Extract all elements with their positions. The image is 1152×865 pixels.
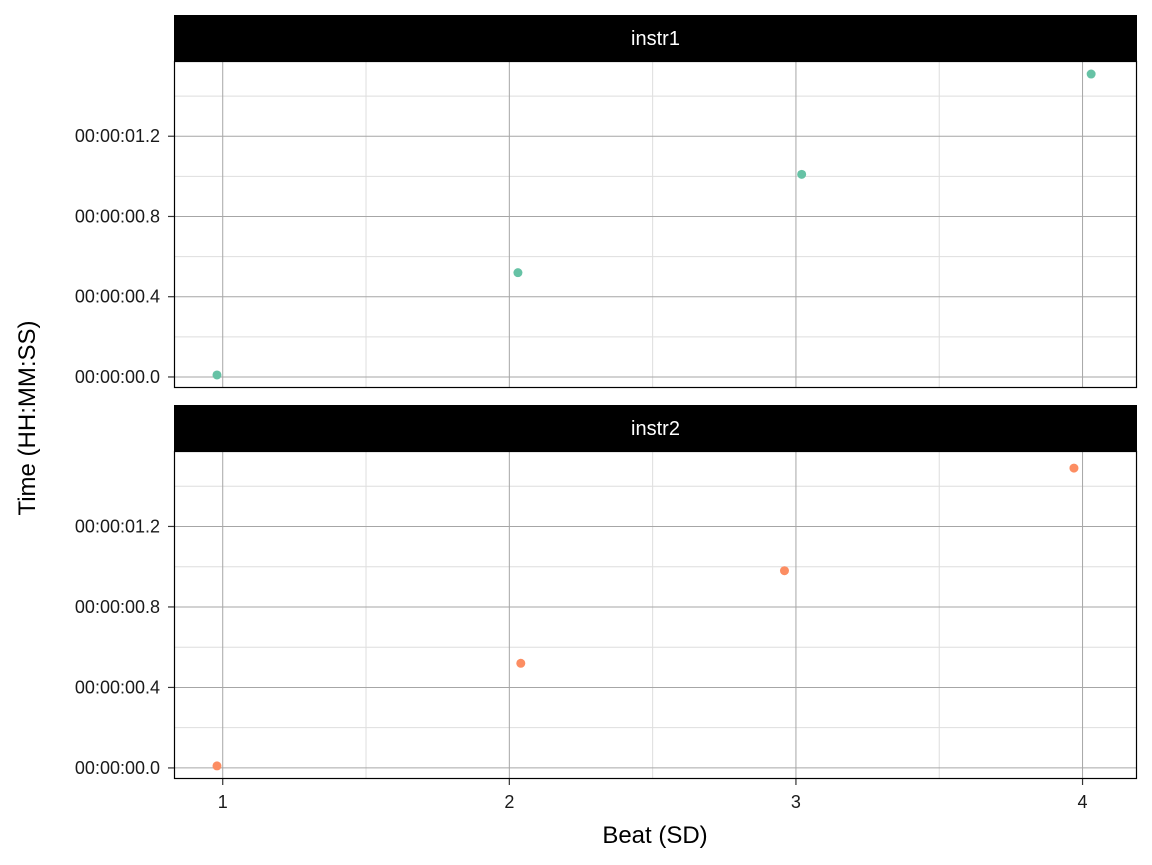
panel-background [174,61,1137,388]
data-point [212,370,222,380]
y-tick-label: 00:00:01.2 [75,516,160,536]
data-point [212,761,222,771]
facet-strip [174,15,1137,61]
facet-strip [174,405,1137,451]
y-axis-title: Time (HH:MM:SS) [14,320,41,515]
data-point [516,658,526,668]
panels-layer: instr1 00:00:00.0 00:00:00.4 00:00:00.8 00:0… [75,15,1138,780]
data-point [779,566,789,576]
x-tick-label: 4 [1078,792,1088,812]
y-tick-label: 00:00:00.4 [75,677,160,697]
panel-border [173,60,1138,389]
data-point [1069,463,1079,473]
x-axis: 1 2 3 4 [218,779,1088,812]
x-tick-label: 1 [218,792,228,812]
y-tick-label: 00:00:00.4 [75,287,160,307]
x-tick-label: 3 [791,792,801,812]
facet-strip-label: instr2 [631,418,680,440]
y-tick-label: 00:00:00.8 [75,206,160,226]
panel-background [174,451,1137,779]
y-tick-label: 00:00:00.0 [75,367,160,387]
y-tick-label: 00:00:00.0 [75,758,160,778]
data-point [1086,69,1096,79]
y-tick-label: 00:00:00.8 [75,597,160,617]
data-point [797,169,807,179]
x-axis-title: Beat (SD) [602,822,707,849]
panel-border [173,450,1138,780]
x-tick-label: 2 [504,792,514,812]
data-point [513,268,523,278]
y-tick-label: 00:00:01.2 [75,126,160,146]
panel-instr1: instr1 00:00:00.0 00:00:00.4 00:00:00.8 00:0… [75,15,1138,389]
facet-strip-label: instr1 [631,28,680,50]
panel-instr2: instr2 00:00:00.0 00:00:00.4 00:00:00.8 00:0… [75,405,1138,780]
